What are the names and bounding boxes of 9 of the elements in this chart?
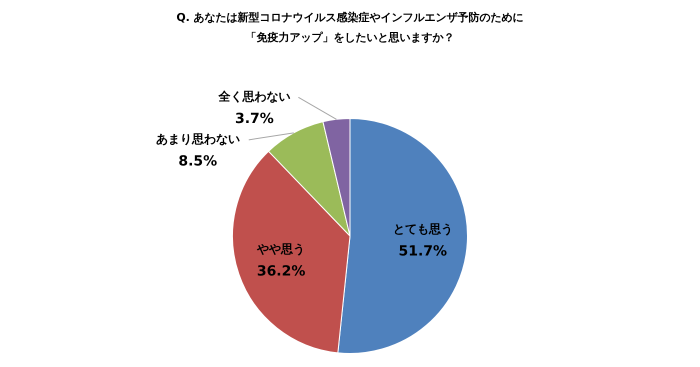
data-label: 3.7% bbox=[234, 110, 274, 127]
slice-label: やや思う bbox=[256, 242, 306, 256]
slice-label: 全く思わない bbox=[217, 89, 290, 104]
slice-label: とても思う bbox=[392, 222, 453, 236]
data-label: 51.7% bbox=[398, 243, 448, 260]
data-label: 8.5% bbox=[178, 153, 218, 170]
chart-title: Q. あなたは新型コロナウイルス感染症やインフルエンザ予防のために「免疫力アップ」をしたいと思いますか？ bbox=[176, 10, 524, 44]
slice-label: あまり思わない bbox=[156, 132, 240, 146]
data-label: 36.2% bbox=[256, 263, 306, 280]
